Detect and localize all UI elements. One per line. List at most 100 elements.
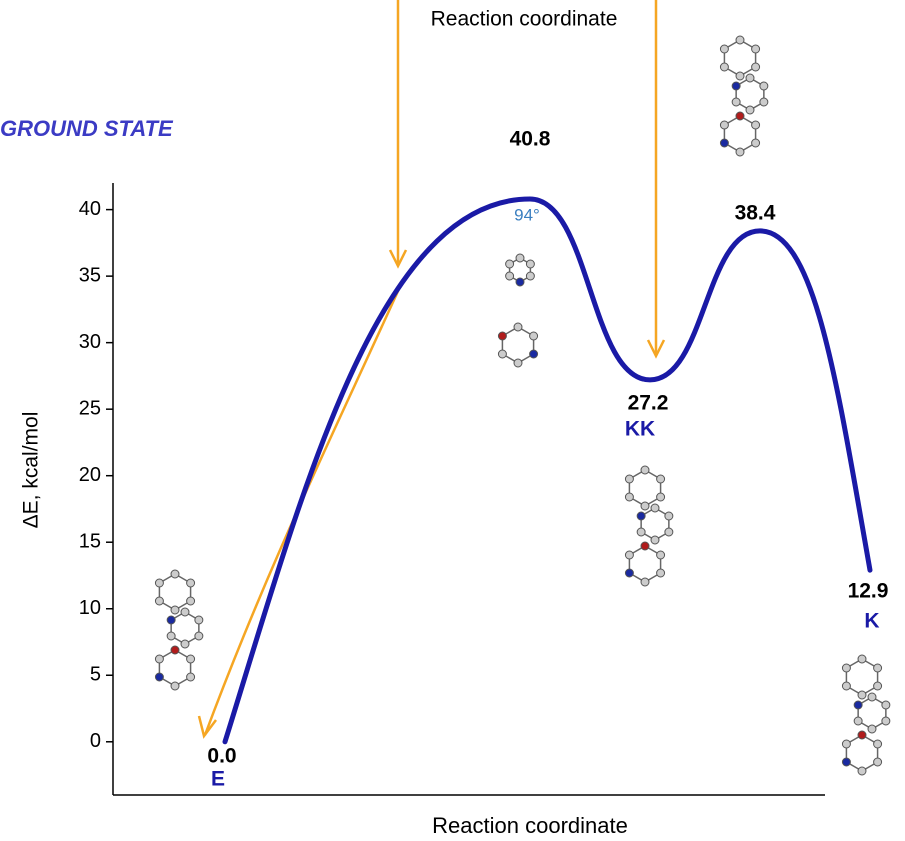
atom xyxy=(641,502,649,510)
atom xyxy=(657,551,665,559)
atom xyxy=(637,512,645,520)
atom xyxy=(874,740,882,748)
atom xyxy=(526,272,534,280)
top-annotation: Reaction coordinate xyxy=(431,8,618,31)
x-axis-label: Reaction coordinate xyxy=(432,813,628,838)
atom xyxy=(665,512,673,520)
atom xyxy=(665,528,673,536)
atom xyxy=(641,542,649,550)
atom xyxy=(498,332,506,340)
y-tick-label: 10 xyxy=(79,597,101,619)
atom xyxy=(155,597,163,605)
atom xyxy=(651,504,659,512)
orange-arrows xyxy=(199,0,664,736)
atom xyxy=(171,570,179,578)
atom xyxy=(516,278,524,286)
y-tick-label: 40 xyxy=(79,198,101,220)
atom xyxy=(732,82,740,90)
atom xyxy=(657,569,665,577)
atom xyxy=(625,551,633,559)
atom xyxy=(736,36,744,44)
atom xyxy=(736,148,744,156)
atom xyxy=(651,536,659,544)
atom xyxy=(526,260,534,268)
atom xyxy=(167,616,175,624)
atom xyxy=(842,682,850,690)
atom xyxy=(842,758,850,766)
atom xyxy=(868,693,876,701)
atom xyxy=(760,98,768,106)
atom xyxy=(167,632,175,640)
atom xyxy=(736,72,744,80)
atom xyxy=(842,664,850,672)
atom xyxy=(720,139,728,147)
atom xyxy=(752,139,760,147)
atom xyxy=(625,493,633,501)
atom xyxy=(657,493,665,501)
atom xyxy=(181,608,189,616)
atom xyxy=(720,45,728,53)
atom xyxy=(514,359,522,367)
atom xyxy=(195,632,203,640)
atom xyxy=(736,112,744,120)
atom xyxy=(181,640,189,648)
atom xyxy=(720,121,728,129)
value-label: 38.4 xyxy=(735,202,776,225)
angle-annotation: 94° xyxy=(514,205,540,224)
atom xyxy=(516,254,524,262)
atom xyxy=(858,767,866,775)
atom xyxy=(498,350,506,358)
chart: GROUND STATE Reaction coordinate 94° Rea… xyxy=(0,0,905,841)
atom xyxy=(874,758,882,766)
atom xyxy=(657,475,665,483)
energy-curve xyxy=(225,199,870,742)
y-tick-label: 0 xyxy=(90,730,101,752)
atom xyxy=(641,466,649,474)
atom xyxy=(874,682,882,690)
atom xyxy=(882,717,890,725)
y-tick-label: 20 xyxy=(79,464,101,486)
y-tick-label: 25 xyxy=(79,397,101,419)
atom xyxy=(854,717,862,725)
atom xyxy=(752,121,760,129)
atom xyxy=(637,528,645,536)
y-axis-label: ΔE, kcal/mol xyxy=(20,412,43,529)
atom xyxy=(171,682,179,690)
atom xyxy=(187,655,195,663)
atom xyxy=(155,655,163,663)
state-label: E xyxy=(211,768,225,791)
state-label: KK xyxy=(625,418,655,441)
atom xyxy=(530,332,538,340)
atom xyxy=(506,272,514,280)
atom xyxy=(195,616,203,624)
atom xyxy=(187,579,195,587)
value-label: 27.2 xyxy=(628,392,669,415)
atom xyxy=(625,475,633,483)
value-label: 40.8 xyxy=(510,128,551,151)
atom xyxy=(641,578,649,586)
y-tick-label: 30 xyxy=(79,331,101,353)
atom xyxy=(732,98,740,106)
atom xyxy=(506,260,514,268)
y-tick-label: 15 xyxy=(79,530,101,552)
atom xyxy=(858,655,866,663)
atom xyxy=(187,673,195,681)
y-tick-label: 5 xyxy=(90,664,101,686)
atom xyxy=(171,646,179,654)
atom xyxy=(760,82,768,90)
atom xyxy=(171,606,179,614)
chart-title: GROUND STATE xyxy=(0,116,174,141)
value-label: 12.9 xyxy=(848,580,889,603)
atom xyxy=(720,63,728,71)
atom xyxy=(842,740,850,748)
atom xyxy=(155,579,163,587)
atom xyxy=(874,664,882,672)
value-label: 0.0 xyxy=(207,745,236,768)
atom xyxy=(625,569,633,577)
atom xyxy=(514,323,522,331)
atom xyxy=(858,691,866,699)
atom xyxy=(882,701,890,709)
atom xyxy=(752,63,760,71)
y-tick-label: 35 xyxy=(79,264,101,286)
atom xyxy=(187,597,195,605)
